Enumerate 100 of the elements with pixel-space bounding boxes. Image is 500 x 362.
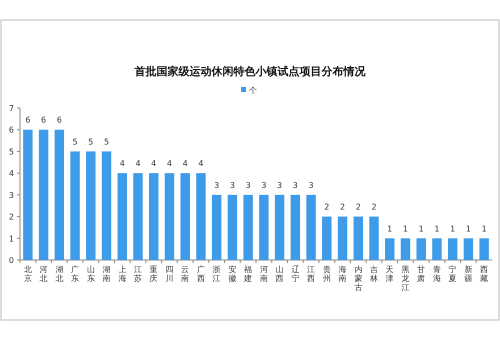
y-tick-label: 6 [8,126,14,135]
x-tick-label: 福建 [243,265,252,283]
bar [448,238,458,260]
x-tick-label: 宁夏 [448,265,457,283]
bar [180,173,190,260]
x-tick-label: 吉林 [369,265,378,283]
bar [23,130,33,260]
x-tick-label: 安徽 [228,265,236,283]
data-label: 3 [246,180,251,190]
y-tick-label: 5 [8,147,14,156]
data-label: 1 [434,224,440,234]
data-label: 1 [387,224,392,234]
x-tick-label: 黑龙江 [401,265,410,292]
data-label: 4 [198,159,204,168]
y-tick-label: 7 [8,104,14,113]
x-tick-label: 山西 [276,265,284,283]
y-tick-label: 1 [8,234,14,244]
y-tick-label: 0 [8,256,14,265]
data-label: 3 [277,180,282,190]
data-label: 3 [292,180,298,190]
x-tick-label: 辽宁 [291,265,300,283]
legend-label: 个 [249,86,257,95]
bar [479,238,489,260]
data-label: 2 [371,202,377,212]
bar [338,216,348,260]
data-label: 1 [418,224,424,234]
bar [306,194,316,260]
bar [464,238,474,260]
data-label: 4 [135,159,141,168]
x-tick-label: 重庆 [150,265,158,283]
bar [274,194,284,260]
x-tick-label: 河北 [40,265,48,283]
data-label: 4 [151,159,156,168]
data-label: 1 [450,224,456,234]
data-label: 5 [88,137,94,146]
x-tick-label: 湖南 [102,265,111,283]
bar [164,173,174,260]
x-tick-label: 北京 [24,265,32,283]
x-tick-label: 江苏 [134,265,142,283]
x-tick-label: 广西 [196,265,205,283]
data-label: 2 [340,202,346,212]
bar [102,151,112,260]
data-label: 6 [41,116,46,125]
x-tick-label: 四川 [165,265,174,283]
data-label: 4 [182,159,188,168]
data-label: 5 [72,137,78,146]
bar [259,194,269,260]
x-tick-label: 上海 [118,265,126,283]
bar [196,173,206,260]
bar [385,238,394,260]
bar [149,173,158,260]
data-label: 3 [261,180,266,190]
bar [38,130,48,260]
bar [228,194,238,260]
x-tick-label: 浙江 [212,265,221,283]
x-tick-label: 甘肃 [417,265,426,283]
data-label: 5 [104,137,110,146]
y-tick-label: 3 [8,190,14,200]
bar [400,238,410,260]
bar [290,194,300,260]
x-tick-label: 湖北 [55,265,64,283]
bar [432,238,442,260]
bar [54,130,64,260]
data-label: 4 [166,159,172,168]
x-tick-label: 青海 [432,265,441,283]
bar [70,151,80,260]
x-tick-label: 山东 [86,265,95,283]
x-tick-label: 天津 [386,265,394,283]
y-tick-label: 2 [8,212,14,222]
x-tick-label: 贵州 [322,265,331,283]
y-tick-label: 4 [8,169,14,178]
x-tick-label: 河南 [260,265,268,283]
data-label: 3 [230,180,235,190]
x-tick-label: 广东 [71,265,80,283]
x-tick-label: 江西 [307,265,316,283]
data-label: 2 [356,202,361,212]
x-tick-label: 云南 [181,265,190,283]
data-label: 1 [466,224,471,234]
x-tick-label: 西藏 [480,265,488,283]
x-tick-label: 内蒙古 [354,265,362,292]
data-label: 2 [324,202,330,212]
data-label: 3 [214,180,220,190]
data-label: 6 [25,116,30,125]
chart-title: 首批国家级运动休闲特色小镇试点项目分布情况 [134,65,366,78]
data-label: 3 [308,180,314,190]
data-label: 1 [482,224,487,234]
data-label: 4 [120,159,125,168]
bar [118,173,127,260]
x-tick-label: 新疆 [464,265,472,283]
x-tick-label: 海南 [338,265,347,283]
bar [133,173,143,260]
data-label: 1 [402,224,408,234]
bar [416,238,426,260]
bar [322,216,332,260]
bar [369,216,379,260]
data-label: 6 [56,116,62,125]
bar [212,194,222,260]
bar [243,194,253,260]
bar [86,151,96,260]
bar [354,216,363,260]
